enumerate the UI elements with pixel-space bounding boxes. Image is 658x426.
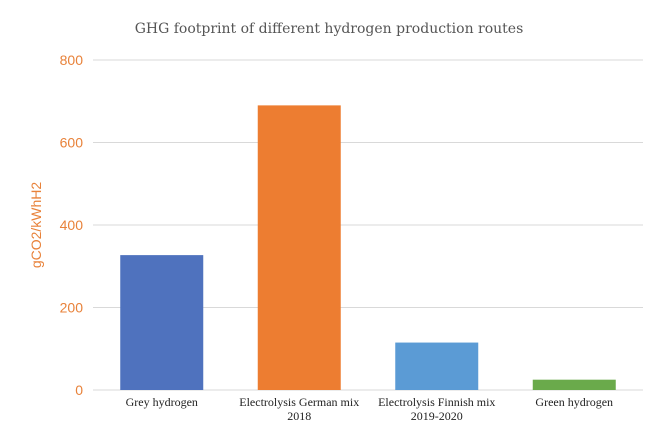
bar <box>257 105 341 390</box>
y-axis-label: gCO2/kWhH2 <box>28 182 44 269</box>
x-tick-label: 2019-2020 <box>411 409 463 423</box>
bar <box>395 342 479 390</box>
x-tick-label: Grey hydrogen <box>126 395 198 409</box>
x-axis-ticks: Grey hydrogen Electrolysis German mix2018… <box>126 395 613 423</box>
y-tick-label: 0 <box>75 382 83 398</box>
bar <box>532 379 616 390</box>
x-tick-label: Electrolysis German mix <box>239 395 359 409</box>
x-tick-label: Electrolysis Finnish mix <box>378 395 495 409</box>
bars <box>120 105 616 390</box>
x-tick-label: 2018 <box>287 409 311 423</box>
y-tick-label: 800 <box>60 52 84 68</box>
y-tick-label: 600 <box>60 135 84 151</box>
y-axis-ticks: 0 200 400 600 800 <box>60 52 84 398</box>
y-tick-label: 400 <box>60 217 84 233</box>
x-tick-label: Green hydrogen <box>535 395 613 409</box>
chart-title: GHG footprint of different hydrogen prod… <box>135 21 524 37</box>
bar <box>120 255 204 390</box>
y-tick-label: 200 <box>60 300 84 316</box>
